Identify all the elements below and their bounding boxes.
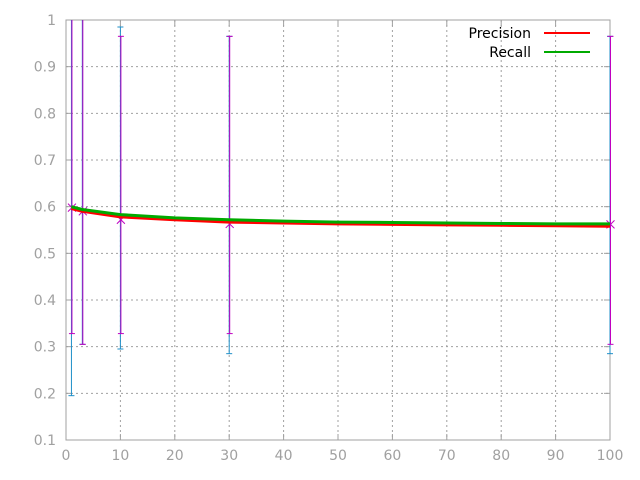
y-tick-label: 0.1 bbox=[34, 433, 56, 449]
x-tick-label: 0 bbox=[62, 448, 71, 464]
y-tick-label: 0.7 bbox=[34, 153, 56, 169]
y-tick-label: 0.9 bbox=[34, 60, 56, 76]
error-bars bbox=[67, 20, 615, 397]
y-tick-label: 0.8 bbox=[34, 106, 56, 122]
series-lines bbox=[71, 205, 611, 228]
x-tick-label: 40 bbox=[275, 448, 293, 464]
y-tick-label: 0.3 bbox=[34, 340, 56, 356]
legend: Precision Recall bbox=[469, 26, 590, 61]
x-tick-label: 60 bbox=[383, 448, 401, 464]
axis-ticks: 0.10.20.30.40.50.60.70.80.910 10 20 30 40 50 6… bbox=[34, 13, 624, 464]
x-tick-label: 100 bbox=[597, 448, 624, 464]
legend-label-recall: Recall bbox=[489, 45, 531, 61]
x-tick-label: 70 bbox=[438, 448, 456, 464]
series-line-precision bbox=[71, 207, 611, 228]
x-tick-label: 20 bbox=[166, 448, 184, 464]
x-tick-label: 90 bbox=[547, 448, 565, 464]
y-tick-label: 0.2 bbox=[34, 386, 56, 402]
y-tick-label: 0.4 bbox=[34, 293, 56, 309]
y-tick-label: 0.5 bbox=[34, 246, 56, 262]
legend-label-precision: Precision bbox=[469, 26, 531, 42]
x-tick-label: 10 bbox=[111, 448, 129, 464]
y-tick-label: 1 bbox=[47, 13, 56, 29]
x-tick-label: 50 bbox=[329, 448, 347, 464]
y-tick-label: 0.6 bbox=[34, 200, 56, 216]
x-tick-label: 80 bbox=[492, 448, 510, 464]
grid bbox=[66, 20, 610, 440]
x-tick-label: 30 bbox=[220, 448, 238, 464]
series-line-recall bbox=[71, 205, 610, 226]
